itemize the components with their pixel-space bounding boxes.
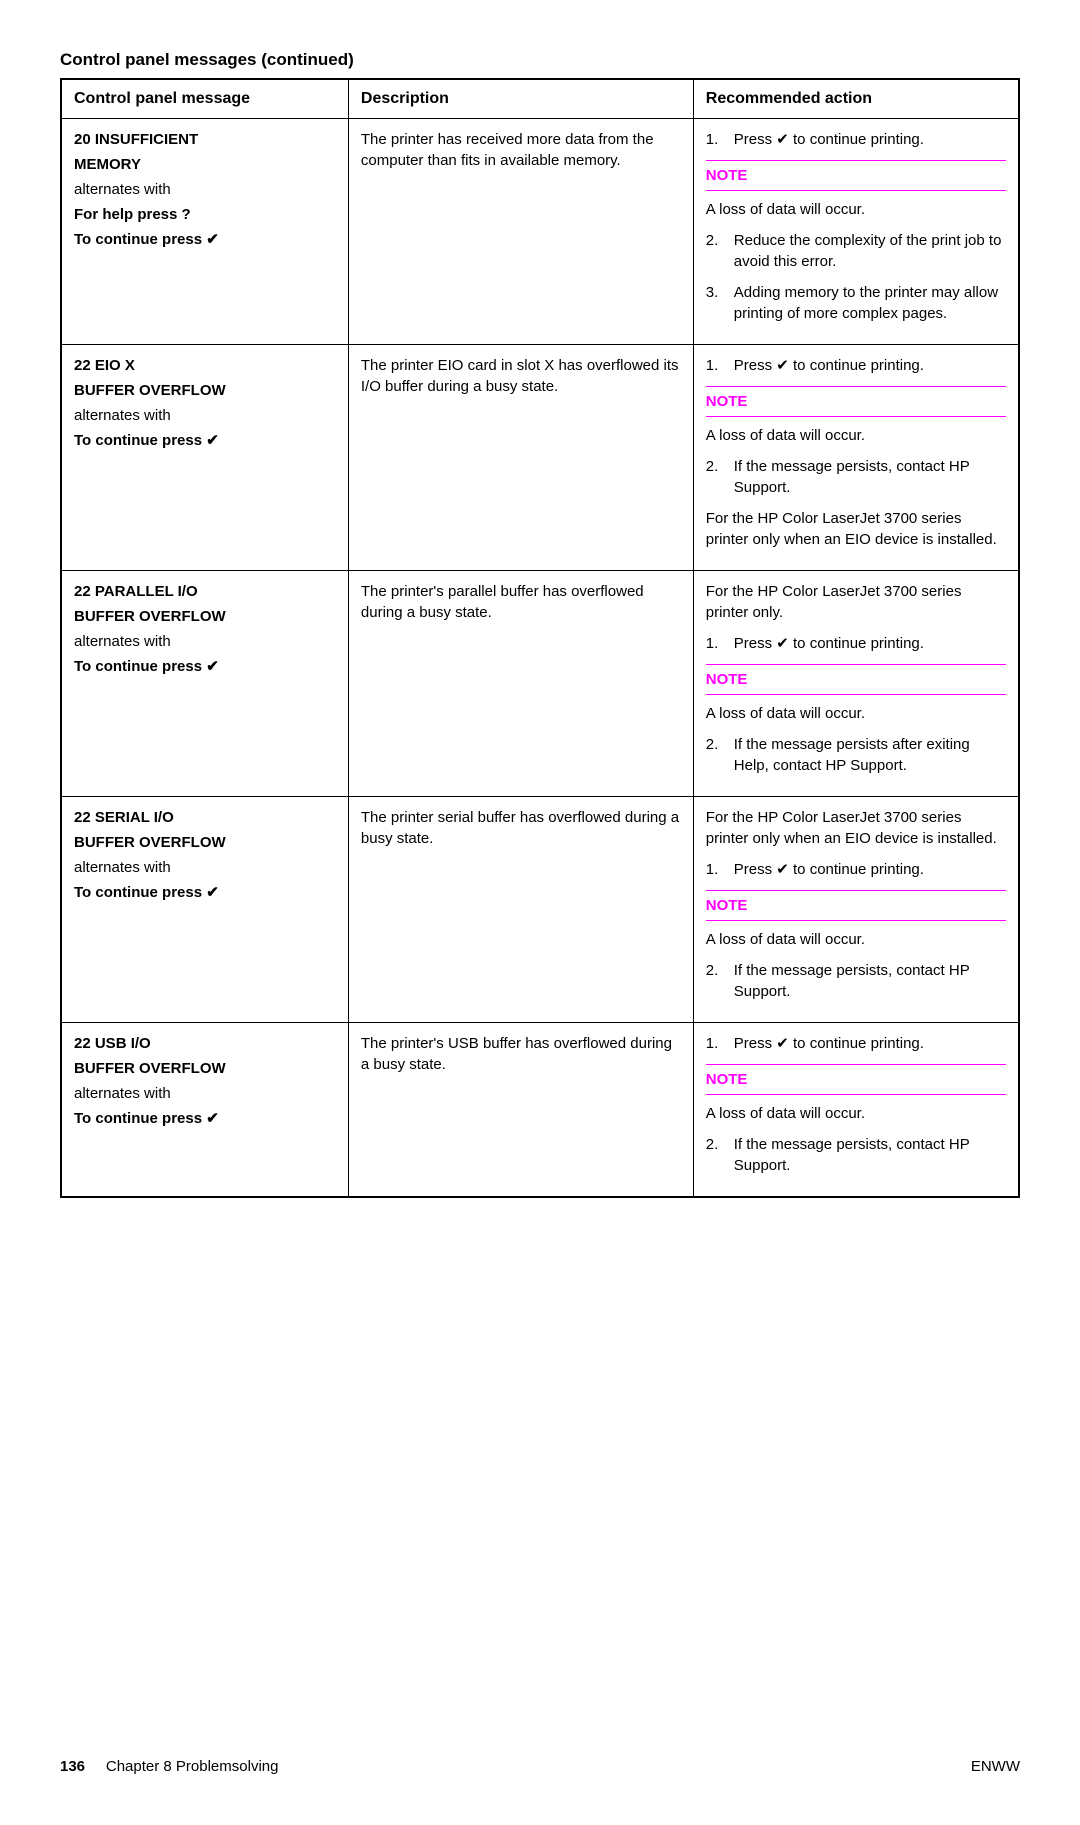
step-number: 1. [706, 859, 734, 880]
step-text: Press ✔ to continue printing. [734, 1033, 1006, 1054]
step-text: If the message persists after exiting He… [734, 734, 1006, 776]
action-cell: 1.Press ✔ to continue printing. NOTE A los… [693, 1023, 1019, 1198]
message-line: MEMORY [74, 154, 336, 175]
action-step: 2.If the message persists after exiting … [706, 734, 1006, 776]
message-line: 22 SERIAL I/O [74, 807, 336, 828]
message-cell: 22 EIO X BUFFER OVERFLOW alternates with To… [61, 345, 348, 571]
chapter-label: Chapter 8 Problemsolving [106, 1758, 279, 1775]
step-text: Adding memory to the printer may allow p… [734, 282, 1006, 324]
message-line: alternates with [74, 179, 336, 200]
table-row: 20 INSUFFICIENT MEMORY alternates with For … [61, 119, 1019, 345]
step-number: 2. [706, 456, 734, 498]
message-cell: 22 USB I/O BUFFER OVERFLOW alternates with… [61, 1023, 348, 1198]
message-line: To continue press ✔ [74, 656, 336, 677]
step-number: 1. [706, 129, 734, 150]
action-trailing-text: For the HP Color LaserJet 3700 series pr… [706, 508, 1006, 550]
table-row: 22 USB I/O BUFFER OVERFLOW alternates with… [61, 1023, 1019, 1198]
description-cell: The printer's parallel buffer has overfl… [348, 571, 693, 797]
note-label: NOTE [706, 160, 1006, 191]
message-line: To continue press ✔ [74, 430, 336, 451]
message-line: 20 INSUFFICIENT [74, 129, 336, 150]
action-step: 2.If the message persists, contact HP Su… [706, 960, 1006, 1002]
action-step: 1.Press ✔ to continue printing. [706, 1033, 1006, 1054]
step-number: 1. [706, 355, 734, 376]
description-cell: The printer EIO card in slot X has overf… [348, 345, 693, 571]
header-message: Control panel message [61, 79, 348, 119]
step-text: Press ✔ to continue printing. [734, 355, 1006, 376]
description-cell: The printer serial buffer has overflowed… [348, 797, 693, 1023]
page-footer: 136 Chapter 8 Problemsolving ENWW [60, 1758, 1020, 1775]
action-leading-text: For the HP Color LaserJet 3700 series pr… [706, 807, 1006, 849]
action-cell: 1.Press ✔ to continue printing. NOTE A los… [693, 119, 1019, 345]
message-line: For help press ? [74, 204, 336, 225]
note-label: NOTE [706, 664, 1006, 695]
step-number: 1. [706, 1033, 734, 1054]
note-text: A loss of data will occur. [706, 929, 1006, 950]
step-text: If the message persists, contact HP Supp… [734, 1134, 1006, 1176]
messages-table: Control panel message Description Recomm… [60, 78, 1020, 1198]
step-text: If the message persists, contact HP Supp… [734, 456, 1006, 498]
message-line: alternates with [74, 857, 336, 878]
description-cell: The printer's USB buffer has overflowed … [348, 1023, 693, 1198]
message-line: 22 PARALLEL I/O [74, 581, 336, 602]
page-number: 136 [60, 1758, 85, 1775]
step-text: Press ✔ to continue printing. [734, 633, 1006, 654]
message-line: BUFFER OVERFLOW [74, 606, 336, 627]
table-row: 22 PARALLEL I/O BUFFER OVERFLOW alternates… [61, 571, 1019, 797]
message-line: 22 USB I/O [74, 1033, 336, 1054]
action-step: 3.Adding memory to the printer may allow… [706, 282, 1006, 324]
table-row: 22 EIO X BUFFER OVERFLOW alternates with To… [61, 345, 1019, 571]
note-text: A loss of data will occur. [706, 425, 1006, 446]
message-line: To continue press ✔ [74, 229, 336, 250]
step-number: 3. [706, 282, 734, 324]
note-label: NOTE [706, 386, 1006, 417]
message-line: alternates with [74, 405, 336, 426]
step-number: 1. [706, 633, 734, 654]
action-cell: For the HP Color LaserJet 3700 series pr… [693, 571, 1019, 797]
message-line: 22 EIO X [74, 355, 336, 376]
description-cell: The printer has received more data from … [348, 119, 693, 345]
step-text: Reduce the complexity of the print job t… [734, 230, 1006, 272]
step-number: 2. [706, 1134, 734, 1176]
step-number: 2. [706, 230, 734, 272]
message-line: To continue press ✔ [74, 882, 336, 903]
note-text: A loss of data will occur. [706, 1103, 1006, 1124]
message-line: BUFFER OVERFLOW [74, 832, 336, 853]
action-step: 2.If the message persists, contact HP Su… [706, 1134, 1006, 1176]
table-row: 22 SERIAL I/O BUFFER OVERFLOW alternates w… [61, 797, 1019, 1023]
message-line: alternates with [74, 631, 336, 652]
footer-right: ENWW [971, 1758, 1020, 1775]
note-text: A loss of data will occur. [706, 199, 1006, 220]
step-text: Press ✔ to continue printing. [734, 129, 1006, 150]
message-line: alternates with [74, 1083, 336, 1104]
step-number: 2. [706, 734, 734, 776]
message-line: To continue press ✔ [74, 1108, 336, 1129]
message-cell: 22 SERIAL I/O BUFFER OVERFLOW alternates w… [61, 797, 348, 1023]
action-step: 2.Reduce the complexity of the print job… [706, 230, 1006, 272]
message-cell: 20 INSUFFICIENT MEMORY alternates with For … [61, 119, 348, 345]
header-action: Recommended action [693, 79, 1019, 119]
note-text: A loss of data will occur. [706, 703, 1006, 724]
action-step: 2.If the message persists, contact HP Su… [706, 456, 1006, 498]
action-step: 1.Press ✔ to continue printing. [706, 633, 1006, 654]
note-label: NOTE [706, 890, 1006, 921]
action-step: 1.Press ✔ to continue printing. [706, 355, 1006, 376]
step-text: Press ✔ to continue printing. [734, 859, 1006, 880]
action-step: 1.Press ✔ to continue printing. [706, 859, 1006, 880]
action-leading-text: For the HP Color LaserJet 3700 series pr… [706, 581, 1006, 623]
step-text: If the message persists, contact HP Supp… [734, 960, 1006, 1002]
action-step: 1.Press ✔ to continue printing. [706, 129, 1006, 150]
action-cell: 1.Press ✔ to continue printing. NOTE A los… [693, 345, 1019, 571]
table-title: Control panel messages (continued) [60, 50, 1020, 70]
header-description: Description [348, 79, 693, 119]
step-number: 2. [706, 960, 734, 1002]
note-label: NOTE [706, 1064, 1006, 1095]
message-cell: 22 PARALLEL I/O BUFFER OVERFLOW alternates… [61, 571, 348, 797]
message-line: BUFFER OVERFLOW [74, 380, 336, 401]
message-line: BUFFER OVERFLOW [74, 1058, 336, 1079]
action-cell: For the HP Color LaserJet 3700 series pr… [693, 797, 1019, 1023]
